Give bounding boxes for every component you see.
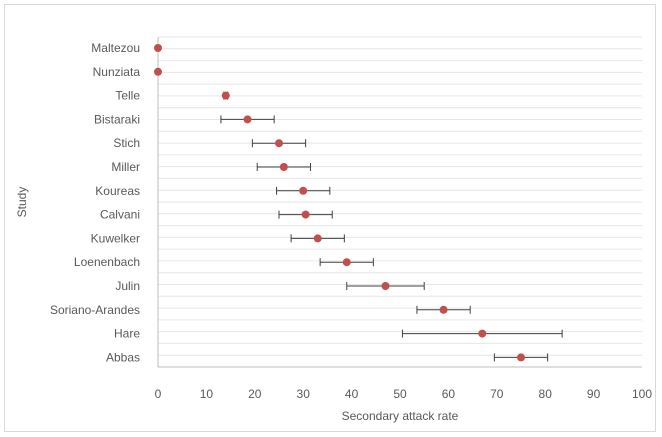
study-label: Bistaraki xyxy=(94,112,140,126)
data-point xyxy=(243,115,252,124)
data-point xyxy=(517,353,525,362)
data-point xyxy=(478,329,487,338)
data-point xyxy=(301,210,310,219)
error-bars xyxy=(220,91,563,362)
data-point xyxy=(342,258,351,267)
study-label: Julin xyxy=(115,279,140,293)
x-tick-label: 70 xyxy=(490,387,504,401)
x-tick-label: 10 xyxy=(200,387,214,401)
study-label: Telle xyxy=(115,89,140,103)
x-tick-label: 50 xyxy=(393,387,407,401)
study-label: Abbas xyxy=(106,350,140,364)
x-tick-label: 0 xyxy=(155,387,162,401)
study-label: Calvani xyxy=(100,208,140,222)
x-tick-label: 40 xyxy=(345,387,359,401)
study-label: Hare xyxy=(114,327,140,341)
y-axis-categories: Maltezou Nunziata Telle Bistaraki Stich Mille… xyxy=(50,41,140,364)
x-tick-label: 90 xyxy=(587,387,601,401)
data-point xyxy=(279,163,288,171)
data-point xyxy=(154,44,162,52)
x-axis: 0 10 20 30 40 50 60 70 80 90 100 xyxy=(155,37,652,401)
study-label: Kuwelker xyxy=(91,231,140,245)
x-tick-label: 80 xyxy=(539,387,553,401)
x-tick-label: 20 xyxy=(248,387,262,401)
data-point xyxy=(299,186,308,195)
gridlines xyxy=(158,36,642,368)
x-tick-label: 100 xyxy=(632,387,652,401)
data-points xyxy=(154,44,525,362)
study-label: Stich xyxy=(113,136,140,150)
study-label: Soriano-Arandes xyxy=(50,303,140,317)
y-axis-title: Study xyxy=(15,187,29,218)
data-point xyxy=(439,305,448,314)
x-tick-label: 30 xyxy=(297,387,311,401)
data-point xyxy=(381,282,390,290)
x-tick-label: 60 xyxy=(442,387,456,401)
study-label: Loenenbach xyxy=(74,255,140,269)
study-label: Miller xyxy=(111,160,140,174)
data-point xyxy=(221,91,230,100)
data-point xyxy=(313,234,322,243)
study-label: Koureas xyxy=(95,184,140,198)
study-label: Nunziata xyxy=(93,65,141,79)
data-point xyxy=(154,67,162,76)
study-label: Maltezou xyxy=(91,41,140,55)
x-axis-title: Secondary attack rate xyxy=(342,409,459,423)
data-point xyxy=(275,139,283,148)
